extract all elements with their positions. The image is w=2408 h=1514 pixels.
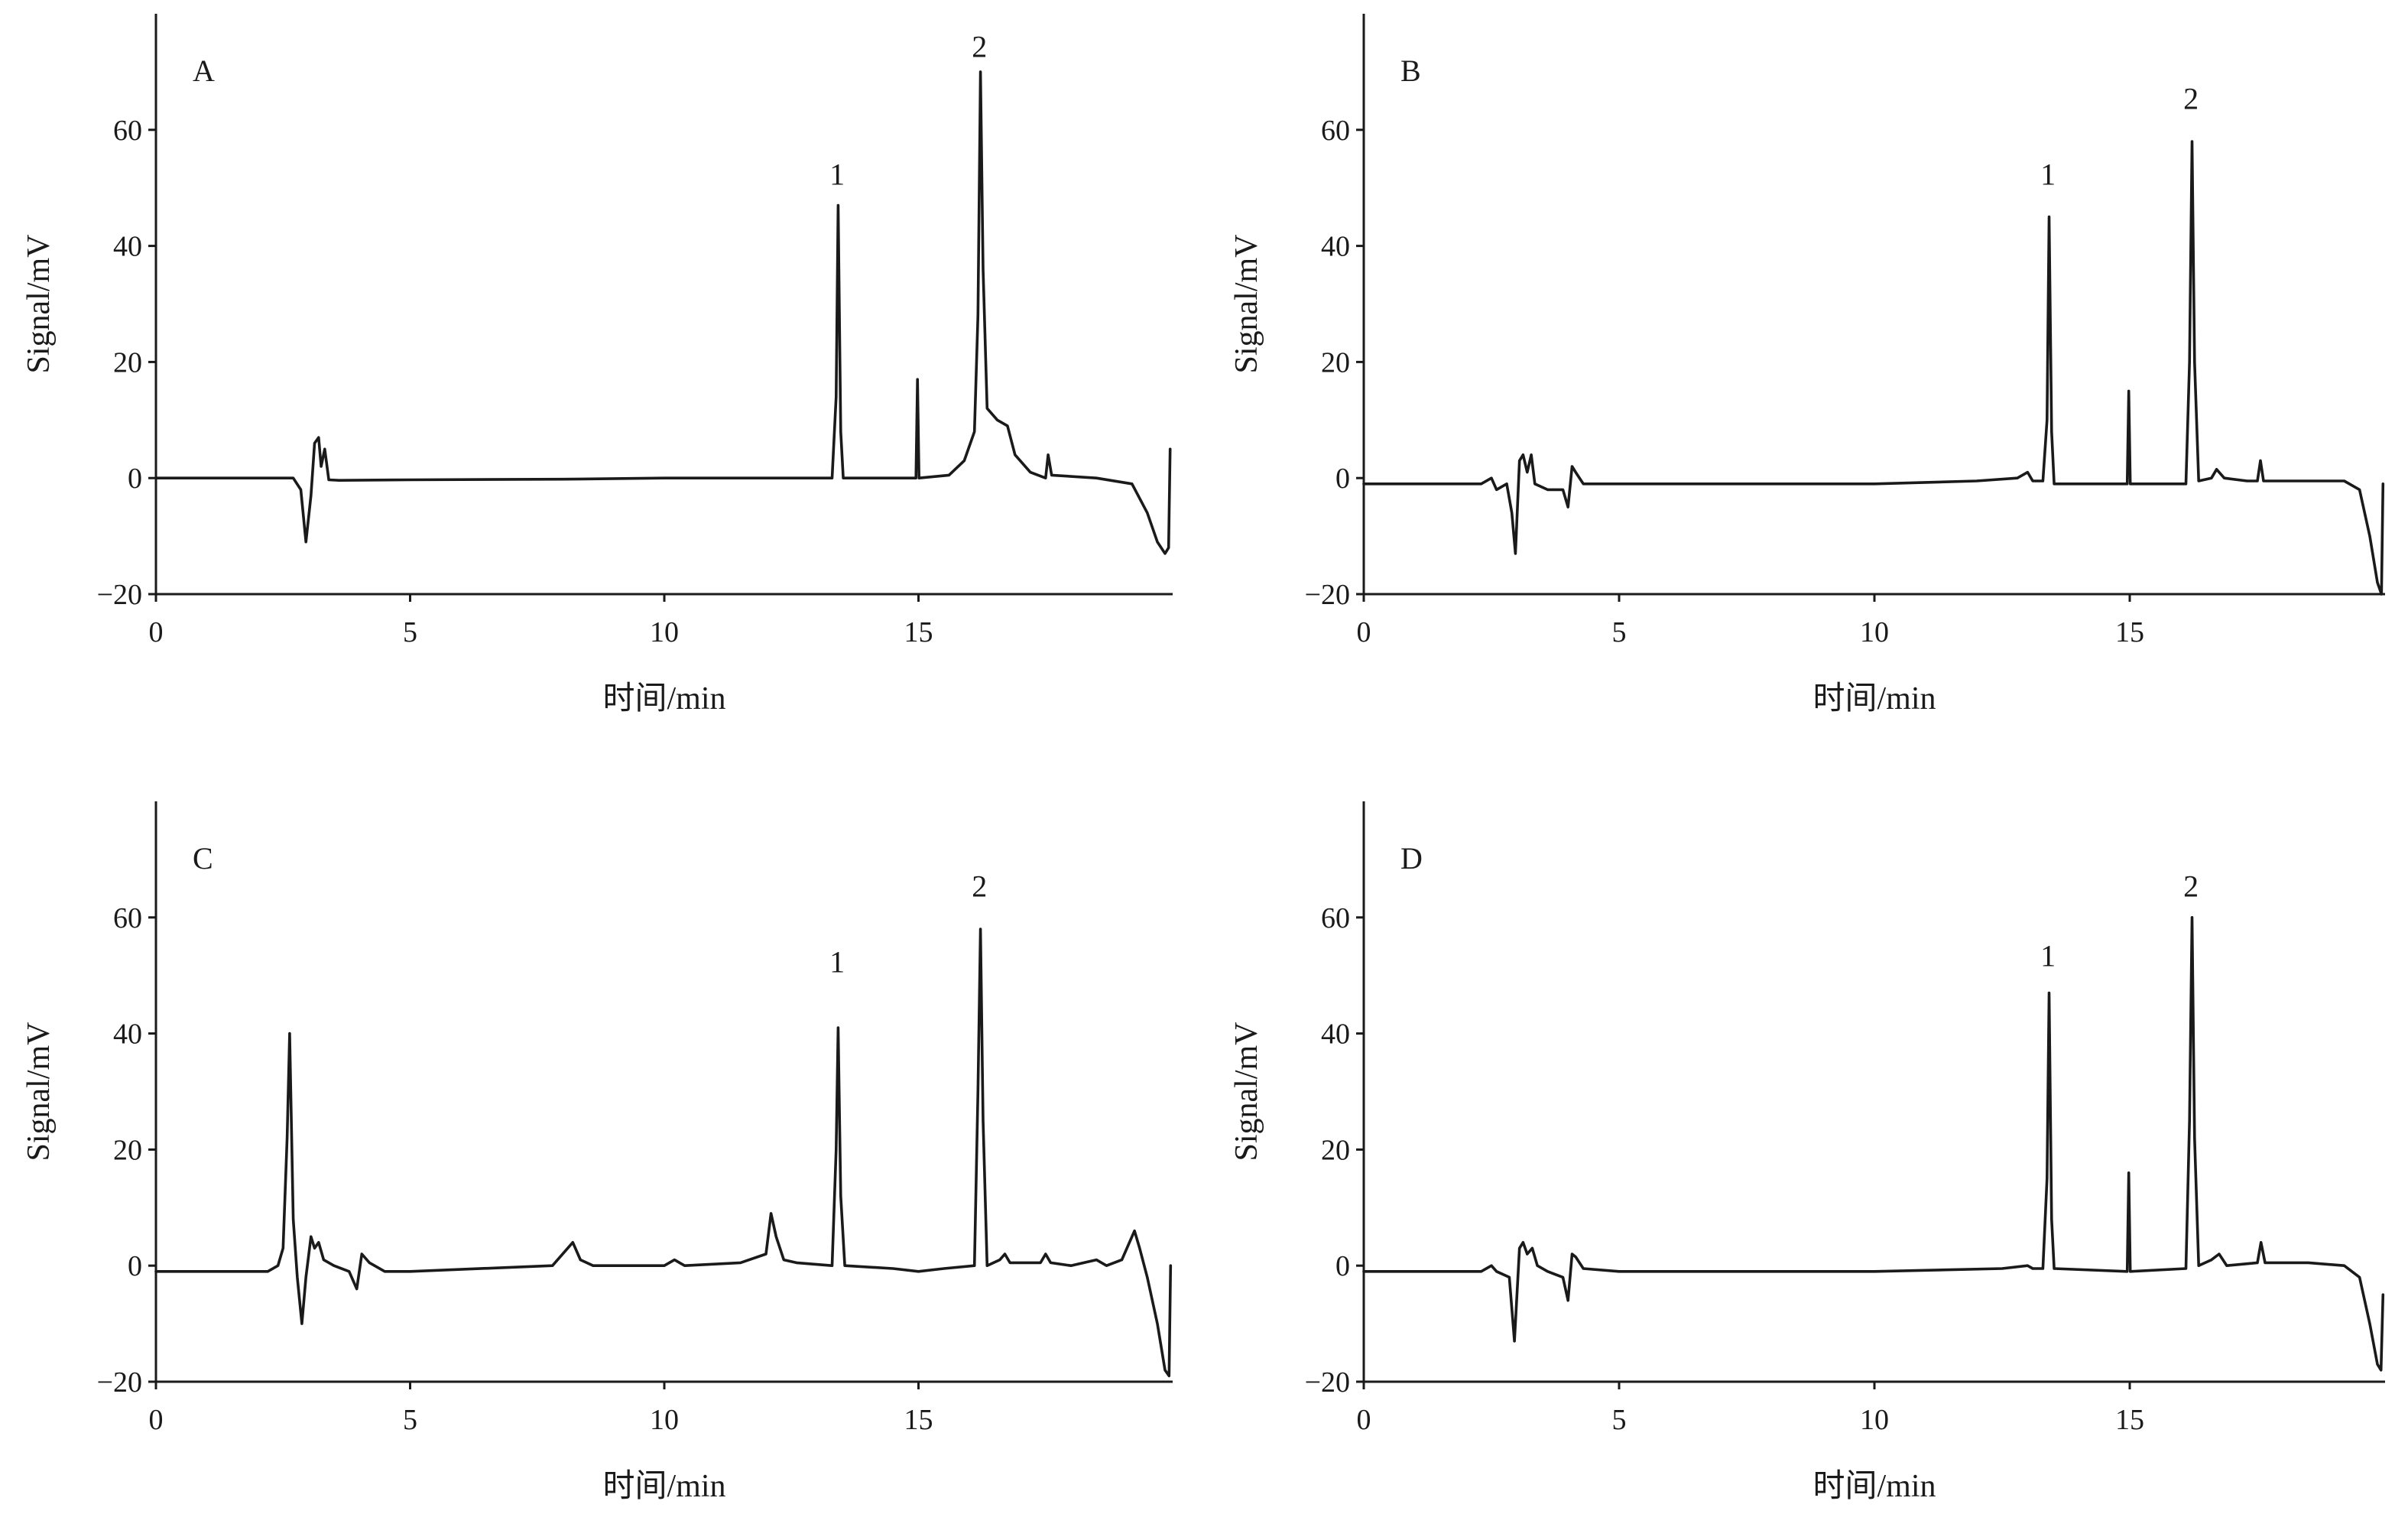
- x-tick-label: 15: [2115, 1404, 2144, 1436]
- x-tick-label: 15: [904, 1404, 933, 1436]
- x-tick-label: 5: [1612, 1404, 1627, 1436]
- peak-label-1: 1: [829, 157, 845, 191]
- y-tick-label: 60: [113, 115, 142, 147]
- peak-label-1: 1: [2040, 157, 2056, 191]
- y-tick-label: 40: [113, 1019, 142, 1051]
- panel-letter: B: [1400, 54, 1421, 88]
- peak-label-2: 2: [972, 29, 987, 63]
- y-tick-label: 40: [1321, 1019, 1350, 1051]
- x-tick-label: 10: [650, 616, 679, 648]
- y-tick-label: 60: [1321, 902, 1350, 934]
- y-tick-label: −20: [97, 579, 142, 611]
- panel-letter: D: [1400, 841, 1423, 876]
- y-tick-label: 20: [1321, 1134, 1350, 1166]
- peak-label-2: 2: [2183, 82, 2199, 116]
- x-tick-label: 5: [403, 1404, 417, 1436]
- y-tick-label: 40: [1321, 231, 1350, 263]
- x-tick-label: 0: [149, 616, 164, 648]
- chromatogram-trace: [1362, 916, 2385, 1372]
- x-tick-label: 10: [1860, 616, 1889, 648]
- peak-label-1: 1: [829, 944, 845, 979]
- x-tick-label: 15: [2115, 616, 2144, 648]
- panel-letter: A: [193, 54, 215, 88]
- y-tick-label: 60: [113, 902, 142, 934]
- y-axis-title: Signal/mV: [1229, 234, 1264, 373]
- x-tick-label: 5: [1612, 616, 1627, 648]
- chromatogram-trace: [154, 928, 1173, 1378]
- chromatogram-trace: [1362, 140, 2385, 596]
- y-tick-label: 0: [128, 463, 142, 495]
- x-tick-label: 0: [1357, 616, 1371, 648]
- y-axis-title: Signal/mV: [21, 1022, 57, 1161]
- y-tick-label: 20: [113, 346, 142, 378]
- y-tick-label: 40: [113, 231, 142, 263]
- x-tick-label: 10: [650, 1404, 679, 1436]
- x-tick-label: 0: [1357, 1404, 1371, 1436]
- x-axis-title: 时间/min: [602, 681, 725, 716]
- peak-label-1: 1: [2040, 939, 2056, 973]
- y-tick-label: 0: [128, 1250, 142, 1282]
- chromatogram-trace: [154, 70, 1172, 555]
- y-tick-label: −20: [1305, 579, 1350, 611]
- y-axis-title: Signal/mV: [1229, 1022, 1264, 1161]
- x-tick-label: 0: [149, 1404, 164, 1436]
- y-tick-label: −20: [97, 1366, 142, 1399]
- y-tick-label: −20: [1305, 1366, 1350, 1399]
- y-tick-label: 60: [1321, 115, 1350, 147]
- panel-letter: C: [193, 841, 213, 876]
- peak-label-2: 2: [2183, 869, 2199, 904]
- x-axis-title: 时间/min: [602, 1469, 725, 1504]
- x-tick-label: 5: [403, 616, 417, 648]
- y-tick-label: 0: [1335, 1250, 1350, 1282]
- y-tick-label: 20: [1321, 346, 1350, 378]
- x-axis-title: 时间/min: [1812, 1469, 1936, 1504]
- x-tick-label: 10: [1860, 1404, 1889, 1436]
- peak-label-2: 2: [972, 869, 987, 904]
- y-tick-label: 0: [1335, 463, 1350, 495]
- y-axis-title: Signal/mV: [21, 234, 57, 373]
- x-axis-title: 时间/min: [1812, 681, 1936, 716]
- y-tick-label: 20: [113, 1134, 142, 1166]
- x-tick-label: 15: [904, 616, 933, 648]
